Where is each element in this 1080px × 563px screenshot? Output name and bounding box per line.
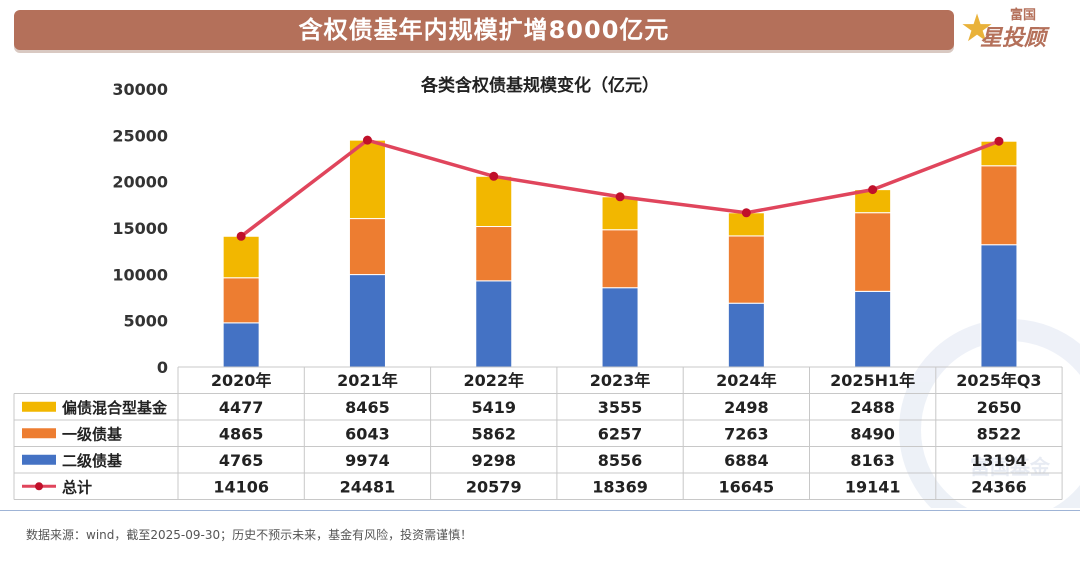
- y-tick-label: 10000: [112, 265, 168, 284]
- data-label: 19141: [845, 477, 901, 496]
- category-label: 2022年: [463, 371, 524, 390]
- bar-segment: [980, 165, 1018, 246]
- total-point: [615, 192, 625, 202]
- data-label: 6043: [345, 424, 390, 443]
- data-label: 6257: [598, 424, 643, 443]
- chart-title: 各类含权债基规模变化（亿元）: [420, 75, 659, 96]
- legend-swatch: [22, 454, 56, 465]
- bar-segment: [222, 235, 260, 279]
- bar-segment: [222, 277, 260, 324]
- data-label: 24481: [340, 477, 396, 496]
- category-label: 2025H1年: [830, 371, 915, 390]
- watermark-text: 富国基金: [970, 455, 1051, 479]
- total-point: [362, 135, 372, 145]
- data-label: 2488: [850, 398, 895, 417]
- page-title: 含权债基年内规模扩增8000亿元: [298, 16, 670, 44]
- data-label: 2498: [724, 398, 769, 417]
- category-label: 2024年: [716, 371, 777, 390]
- stacked-bar-chart: 富国基金 各类含权债基规模变化（亿元） 0 5000 10000 15000 20000…: [13, 75, 1080, 541]
- data-label: 4477: [219, 398, 264, 417]
- legend-point-marker: [35, 482, 43, 491]
- total-point: [994, 136, 1004, 146]
- logo-top-text: 富国: [1010, 8, 1037, 23]
- category-label: 2023年: [590, 371, 651, 390]
- data-label: 18369: [592, 477, 648, 496]
- bar-segment: [601, 229, 639, 289]
- bar-segment: [222, 322, 260, 368]
- data-label: 20579: [466, 477, 522, 496]
- bar-segment: [475, 175, 513, 228]
- bar-segment: [727, 302, 765, 368]
- y-axis: 0 5000 10000 15000 20000 25000 30000: [112, 80, 168, 377]
- category-label: 2020年: [211, 371, 272, 390]
- bar-segment: [475, 280, 513, 368]
- data-label: 4865: [219, 424, 264, 443]
- legend-label: 总计: [62, 478, 92, 496]
- data-label: 14106: [213, 477, 269, 496]
- bar-segment: [475, 226, 513, 282]
- data-label: 16645: [719, 477, 775, 496]
- y-tick-label: 25000: [112, 126, 168, 145]
- data-label: 5862: [471, 424, 516, 443]
- data-label: 3555: [598, 398, 643, 417]
- bar-segment: [854, 290, 892, 368]
- total-point: [868, 185, 878, 195]
- bar-segment: [980, 244, 1018, 368]
- brand-logo: ★ 富国 星投顾: [958, 2, 1076, 58]
- star-icon: ★: [960, 6, 995, 50]
- bar-segment: [854, 212, 892, 292]
- data-label: 6884: [724, 451, 769, 470]
- data-table: 2020年 2021年 2022年 2023年 2024年 2025H1年 2025年Q3 偏…: [13, 366, 1063, 500]
- chart-container: 富国基金 各类含权债基规模变化（亿元） 0 5000 10000 15000 20000…: [0, 60, 1080, 541]
- y-tick-label: 15000: [112, 219, 168, 238]
- total-point: [489, 171, 499, 181]
- logo-main-text: 星投顾: [980, 26, 1047, 51]
- data-label: 13194: [971, 451, 1027, 470]
- y-tick-label: 5000: [123, 312, 168, 331]
- footer-divider: [0, 510, 1080, 511]
- y-tick-label: 30000: [112, 80, 168, 99]
- y-tick-label: 0: [157, 358, 168, 377]
- data-label: 5419: [471, 398, 516, 417]
- legend-label: 二级债基: [62, 452, 123, 470]
- source-note: 数据来源：wind，截至2025-09-30；历史不预示未来，基金有风险，投资需…: [26, 528, 473, 542]
- data-label: 8522: [977, 424, 1022, 443]
- legend-swatch: [22, 401, 56, 412]
- bar-segment: [727, 235, 765, 304]
- bar-segment: [348, 274, 386, 368]
- data-label: 9298: [471, 451, 516, 470]
- data-label: 7263: [724, 424, 769, 443]
- bar-segment: [601, 287, 639, 368]
- category-label: 2021年: [337, 371, 398, 390]
- total-line: [236, 135, 1004, 241]
- data-label: 8490: [850, 424, 895, 443]
- data-label: 8465: [345, 398, 390, 417]
- data-label: 8556: [598, 451, 643, 470]
- bars: [222, 139, 1018, 368]
- category-label: 2025年Q3: [956, 371, 1041, 390]
- data-label: 9974: [345, 451, 390, 470]
- total-point: [236, 231, 246, 241]
- y-tick-label: 20000: [112, 173, 168, 192]
- bar-segment: [601, 196, 639, 231]
- bar-segment: [348, 218, 386, 276]
- legend-label: 一级债基: [62, 425, 123, 443]
- total-point: [741, 208, 751, 218]
- legend-swatch: [22, 428, 56, 439]
- legend-label: 偏债混合型基金: [62, 399, 168, 417]
- data-label: 8163: [850, 451, 895, 470]
- data-label: 2650: [977, 398, 1022, 417]
- data-label: 24366: [971, 477, 1027, 496]
- data-label: 4765: [219, 451, 264, 470]
- title-banner: 含权债基年内规模扩增8000亿元: [14, 10, 954, 50]
